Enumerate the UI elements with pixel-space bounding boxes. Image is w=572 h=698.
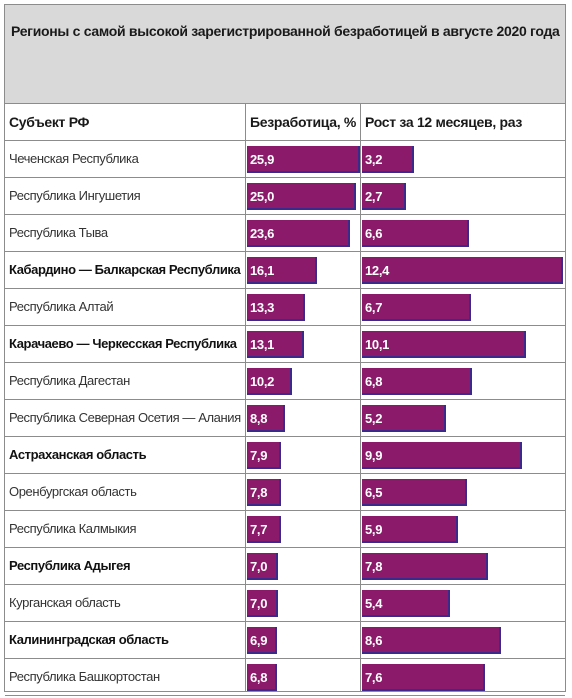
- growth-value: 6,7: [365, 300, 383, 315]
- growth-bar: [362, 257, 563, 284]
- region-name: Карачаево — Черкесская Республика: [9, 336, 237, 351]
- unemployment-value: 10,2: [250, 374, 275, 389]
- header-region: Субъект РФ: [5, 104, 245, 141]
- unemployment-value: 25,0: [250, 189, 275, 204]
- region-name: Кабардино — Балкарская Республика: [9, 262, 241, 277]
- header-growth: Рост за 12 месяцев, раз: [361, 104, 565, 141]
- growth-value: 6,6: [365, 226, 383, 241]
- unemployment-bar: [247, 368, 292, 395]
- region-name: Калининградская область: [9, 632, 169, 647]
- title-band: Регионы с самой высокой зарегистрированн…: [5, 5, 565, 104]
- table-row: Астраханская область 7,9 9,9: [5, 437, 565, 474]
- table-row: Республика Дагестан 10,2 6,8: [5, 363, 565, 400]
- unemployment-value: 23,6: [250, 226, 275, 241]
- growth-bar: [362, 146, 414, 173]
- growth-value: 8,6: [365, 633, 383, 648]
- unemployment-value: 7,7: [250, 522, 268, 537]
- unemployment-bar: [247, 479, 281, 506]
- unemployment-bar: [247, 220, 350, 247]
- unemployment-bar: [247, 627, 277, 654]
- table-row: Республика Алтай 13,3 6,7: [5, 289, 565, 326]
- unemployment-value: 25,9: [250, 152, 275, 167]
- table-row: Республика Адыгея 7,0 7,8: [5, 548, 565, 585]
- growth-bar: [362, 442, 522, 469]
- growth-bar: [362, 479, 467, 506]
- unemployment-value: 6,8: [250, 670, 268, 685]
- region-name: Республика Дагестан: [9, 373, 130, 388]
- table-row: Республика Северная Осетия — Алания 8,8 5,…: [5, 400, 565, 437]
- unemployment-bar: [247, 442, 281, 469]
- region-name: Республика Ингушетия: [9, 188, 141, 203]
- growth-bar: [362, 664, 485, 691]
- growth-value: 7,6: [365, 670, 383, 685]
- table-row: Республика Тыва 23,6 6,6: [5, 215, 565, 252]
- growth-value: 12,4: [365, 263, 390, 278]
- table-row: Кабардино — Балкарская Республика 16,1 12,…: [5, 252, 565, 289]
- unemployment-table: Регионы с самой высокой зарегистрированн…: [4, 4, 566, 696]
- unemployment-bar: [247, 257, 317, 284]
- growth-value: 5,9: [365, 522, 383, 537]
- growth-bar: [362, 294, 471, 321]
- region-name: Республика Башкортостан: [9, 669, 160, 684]
- table-row: Оренбургская область 7,8 6,5: [5, 474, 565, 511]
- unemployment-value: 7,0: [250, 596, 268, 611]
- growth-bar: [362, 368, 472, 395]
- unemployment-bar: [247, 331, 304, 358]
- unemployment-bar: [247, 146, 360, 173]
- unemployment-bar: [247, 294, 305, 321]
- growth-bar: [362, 627, 501, 654]
- unemployment-bar: [247, 516, 281, 543]
- growth-bar: [362, 331, 526, 358]
- column-divider-2: [360, 104, 361, 691]
- unemployment-value: 8,8: [250, 411, 268, 426]
- unemployment-value: 13,1: [250, 337, 275, 352]
- unemployment-value: 13,3: [250, 300, 275, 315]
- region-name: Курганская область: [9, 595, 121, 610]
- region-name: Оренбургская область: [9, 484, 137, 499]
- region-name: Республика Калмыкия: [9, 521, 137, 536]
- unemployment-value: 7,8: [250, 485, 268, 500]
- table-row: Курганская область 7,0 5,4: [5, 585, 565, 622]
- unemployment-value: 16,1: [250, 263, 275, 278]
- column-divider-1: [245, 104, 246, 691]
- table-row: Карачаево — Черкесская Республика 13,1 10,…: [5, 326, 565, 363]
- growth-value: 9,9: [365, 448, 383, 463]
- region-name: Республика Северная Осетия — Алания: [9, 410, 241, 425]
- region-name: Республика Тыва: [9, 225, 108, 240]
- growth-bar: [362, 405, 446, 432]
- unemployment-value: 7,0: [250, 559, 268, 574]
- growth-value: 6,8: [365, 374, 383, 389]
- unemployment-bar: [247, 664, 277, 691]
- table-row: Республика Калмыкия 7,7 5,9: [5, 511, 565, 548]
- region-name: Республика Алтай: [9, 299, 114, 314]
- header-unemployment: Безработица, %: [246, 104, 360, 141]
- unemployment-value: 6,9: [250, 633, 268, 648]
- unemployment-bar: [247, 183, 356, 210]
- unemployment-bar: [247, 405, 285, 432]
- unemployment-bar: [247, 553, 278, 580]
- region-name: Астраханская область: [9, 447, 147, 462]
- table-row: Калининградская область 6,9 8,6: [5, 622, 565, 659]
- table-title: Регионы с самой высокой зарегистрированн…: [11, 23, 560, 39]
- region-name: Чеченская Республика: [9, 151, 139, 166]
- growth-value: 7,8: [365, 559, 383, 574]
- growth-value: 3,2: [365, 152, 383, 167]
- table-row: Республика Башкортостан 6,8 7,6: [5, 659, 565, 696]
- unemployment-value: 7,9: [250, 448, 268, 463]
- growth-bar: [362, 553, 488, 580]
- growth-value: 2,7: [365, 189, 383, 204]
- growth-value: 5,2: [365, 411, 383, 426]
- growth-value: 6,5: [365, 485, 383, 500]
- growth-bar: [362, 590, 450, 617]
- table-row: Республика Ингушетия 25,0 2,7: [5, 178, 565, 215]
- region-name: Республика Адыгея: [9, 558, 131, 573]
- growth-value: 5,4: [365, 596, 383, 611]
- growth-bar: [362, 220, 469, 247]
- unemployment-bar: [247, 590, 278, 617]
- table-row: Чеченская Республика 25,9 3,2: [5, 141, 565, 178]
- growth-bar: [362, 516, 458, 543]
- growth-bar: [362, 183, 406, 210]
- growth-value: 10,1: [365, 337, 390, 352]
